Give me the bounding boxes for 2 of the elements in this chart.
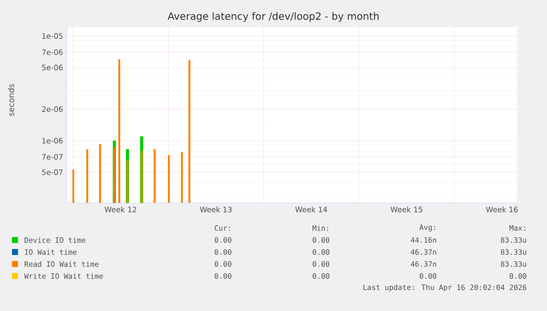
- chart-title: Average latency for /dev/loop2 - by month: [168, 12, 379, 22]
- y-axis-title: seconds: [8, 84, 14, 116]
